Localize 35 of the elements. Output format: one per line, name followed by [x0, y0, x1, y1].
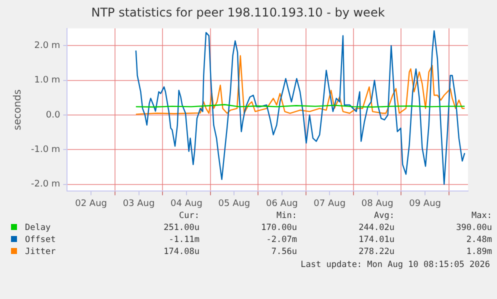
text: 174.01u: [358, 234, 394, 246]
text: 1.89m: [465, 246, 492, 258]
text: 2.48m: [465, 234, 492, 246]
x-tick-label: 02 Aug: [75, 198, 107, 209]
y-tick-label: 1.0 m: [34, 76, 60, 86]
text: -1.11m: [168, 234, 200, 246]
legend-label: Jitter: [25, 247, 56, 257]
text: Last update: Mon Aug 10 08:15:05 2026: [300, 260, 490, 270]
text: Max:: [470, 210, 492, 222]
text: 170.00u: [260, 222, 297, 234]
text: -2.07m: [265, 234, 297, 246]
text: Min:: [276, 210, 297, 222]
x-tick-label: 09 Aug: [409, 198, 441, 209]
x-tick-label: 05 Aug: [218, 198, 250, 209]
text: 7.56u: [270, 246, 297, 258]
text: 244.02u: [358, 222, 394, 234]
y-tick-label: 2.0 m: [34, 41, 60, 52]
text: Cur:: [178, 210, 200, 222]
chart-title: NTP statistics for peer 198.110.193.10 - by week: [91, 5, 385, 20]
text: 174.08u: [162, 246, 200, 258]
y-tick-label: -1.0 m: [30, 144, 60, 155]
text: Avg:: [373, 210, 394, 222]
y-tick-label: -2.0 m: [30, 180, 60, 190]
x-tick-label: 07 Aug: [314, 198, 346, 209]
legend-label: Delay: [25, 223, 51, 233]
x-tick-label: 06 Aug: [266, 198, 298, 209]
text: 390.00u: [455, 222, 492, 234]
legend-label: Offset: [25, 235, 56, 245]
y-tick-label: 0.0: [46, 110, 60, 120]
x-tick-label: 04 Aug: [170, 198, 202, 209]
text: 278.22u: [358, 246, 394, 258]
x-tick-label: 08 Aug: [361, 198, 394, 209]
y-axis-title: seconds: [12, 89, 24, 130]
text: 251.00u: [162, 222, 200, 234]
x-tick-label: 03 Aug: [122, 198, 155, 209]
